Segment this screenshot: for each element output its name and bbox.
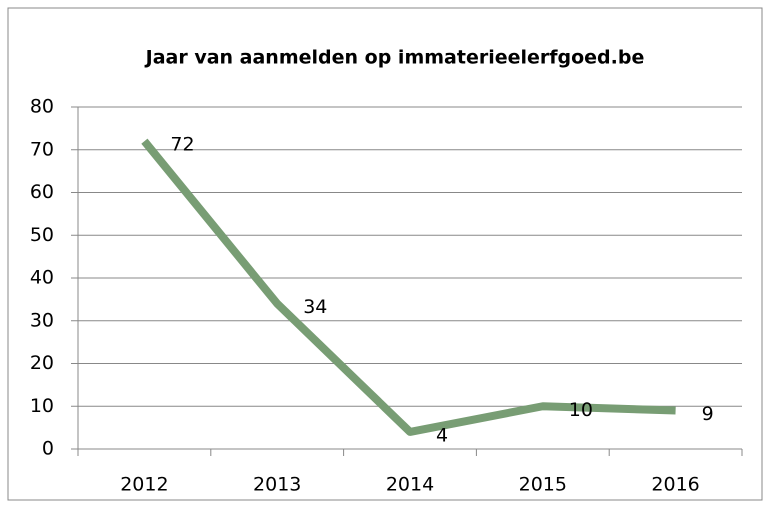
data-label: 4 — [436, 424, 448, 446]
y-tick-label: 10 — [30, 395, 54, 417]
x-tick-label: 2013 — [253, 474, 301, 496]
x-tick-label: 2014 — [386, 474, 434, 496]
y-tick-label: 70 — [30, 138, 54, 160]
data-label: 10 — [569, 399, 593, 421]
y-tick-label: 80 — [30, 96, 54, 118]
y-tick-label: 20 — [30, 352, 54, 374]
y-tick-label: 30 — [30, 309, 54, 331]
y-tick-label: 40 — [30, 267, 54, 289]
data-label: 72 — [170, 134, 194, 156]
x-tick-label: 2016 — [651, 474, 699, 496]
data-line — [141, 138, 676, 436]
chart-title: Jaar van aanmelden op immaterieelerfgoed… — [144, 47, 645, 69]
y-tick-label: 50 — [30, 224, 54, 246]
data-label: 34 — [303, 296, 327, 318]
chart-frame — [7, 7, 763, 501]
x-tick-label: 2012 — [120, 474, 168, 496]
x-tick-label: 2015 — [519, 474, 567, 496]
y-tick-label: 0 — [42, 438, 54, 460]
data-label: 9 — [702, 403, 714, 425]
y-tick-label: 60 — [30, 181, 54, 203]
